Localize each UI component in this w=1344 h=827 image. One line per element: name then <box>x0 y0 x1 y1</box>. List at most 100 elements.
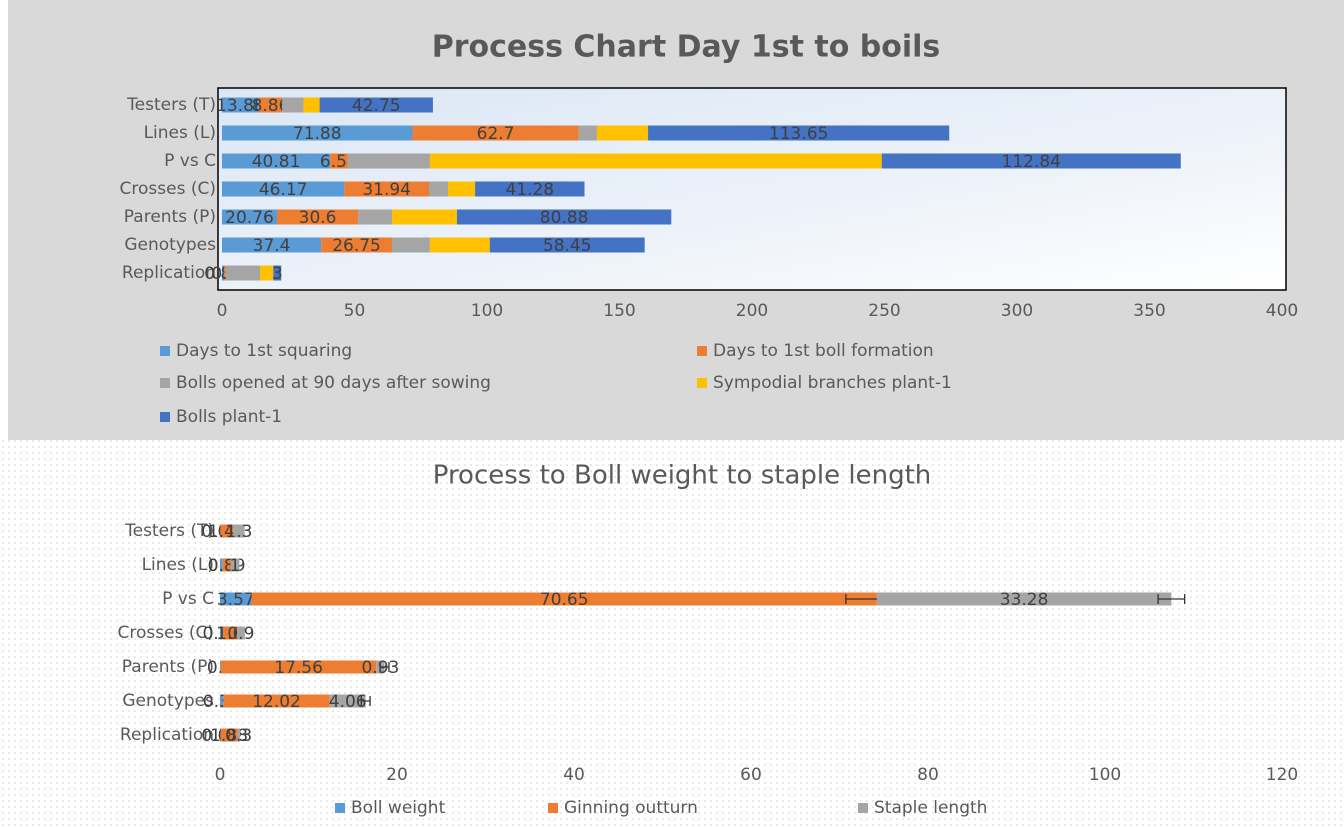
bar-segment <box>222 153 331 169</box>
bar-segment <box>648 125 950 141</box>
y-tick-label: Lines (L) <box>144 123 216 143</box>
bar-segment <box>222 97 259 113</box>
y-tick-label: Replication <box>122 263 216 283</box>
data-label: 42.75 <box>352 96 401 116</box>
bar-segment <box>222 558 231 572</box>
error-bar <box>360 696 371 706</box>
data-label: 1.6 <box>216 624 243 644</box>
bar-segment <box>358 209 393 225</box>
legend-label: Days to 1st squaring <box>176 341 352 361</box>
data-label: 13.88 <box>216 96 265 116</box>
bar-segment <box>222 209 278 225</box>
bar-segment <box>220 728 221 742</box>
data-label: 12.02 <box>252 692 301 712</box>
x-tick-label: 300 <box>1001 301 1033 321</box>
y-tick-label: Genotypes <box>124 235 216 255</box>
bar-segment <box>222 125 413 141</box>
x-tick-label: 100 <box>471 301 503 321</box>
bar-segment <box>220 592 252 606</box>
bar-segment <box>222 181 345 197</box>
bar-segment <box>220 626 223 640</box>
bar-segment <box>391 237 430 253</box>
bar-segment <box>428 181 449 197</box>
x-tick-label: 80 <box>917 765 939 785</box>
legend-label: Staple length <box>874 798 987 818</box>
legend-label: Days to 1st boll formation <box>713 341 934 361</box>
bar-segment <box>277 209 359 225</box>
x-tick-label: 0 <box>217 301 228 321</box>
bar-segment <box>225 265 261 281</box>
data-label: 113.65 <box>769 124 828 144</box>
bar-segment <box>578 125 597 141</box>
bar-segment <box>236 626 245 640</box>
x-tick-label: 200 <box>736 301 768 321</box>
bar-segment <box>222 265 225 281</box>
bar-segment <box>273 265 282 281</box>
x-tick-label: 100 <box>1089 765 1121 785</box>
data-label: 1.3 <box>225 522 252 542</box>
bar-segment <box>230 558 240 572</box>
legend-label: Boll weight <box>351 798 446 818</box>
bar-segment <box>224 265 226 281</box>
x-tick-label: 0 <box>215 765 226 785</box>
bar-segment <box>881 153 1181 169</box>
data-label: 0.3 <box>225 726 252 746</box>
data-label: 80.88 <box>540 208 589 228</box>
bar-segment <box>448 181 476 197</box>
data-label: 0.9 <box>227 624 254 644</box>
error-bar <box>379 662 390 672</box>
bar-segment <box>347 153 430 169</box>
bar-segment <box>429 153 882 169</box>
legend-label: Ginning outturn <box>564 798 698 818</box>
bar-segment <box>220 694 224 708</box>
bar-segment <box>429 237 490 253</box>
bar-segment <box>596 125 649 141</box>
bar-segment <box>260 265 274 281</box>
bar-segment <box>223 694 330 708</box>
data-label: 31.94 <box>362 180 411 200</box>
bar-segment <box>258 97 283 113</box>
data-label: 33.28 <box>1000 590 1049 610</box>
data-label: 26.75 <box>332 236 381 256</box>
bar-segment <box>220 558 223 572</box>
legend-label: Bolls plant-1 <box>176 407 282 427</box>
x-tick-label: 350 <box>1133 301 1165 321</box>
y-tick-label: Replication <box>120 725 214 745</box>
y-tick-label: Genotypes <box>122 691 214 711</box>
data-label: 3.57 <box>217 590 255 610</box>
bar-segment <box>475 181 585 197</box>
data-label: 62.7 <box>477 124 515 144</box>
data-label: 46.17 <box>259 180 308 200</box>
data-label: 4.06 <box>329 692 367 712</box>
bar-segment <box>220 728 238 742</box>
legend-swatch <box>548 803 558 813</box>
y-tick-label: Crosses (C) <box>120 179 216 199</box>
x-tick-label: 120 <box>1266 765 1298 785</box>
bar-segment <box>222 626 237 640</box>
x-tick-label: 400 <box>1266 301 1298 321</box>
data-label: 58.45 <box>543 236 592 256</box>
bar-segment <box>344 181 429 197</box>
legend-swatch <box>697 378 707 388</box>
bar-segment <box>329 694 366 708</box>
y-tick-label: Parents (P) <box>122 657 214 677</box>
data-label: 37.4 <box>253 236 291 256</box>
bar-segment <box>282 97 304 113</box>
y-tick-label: Crosses (C) <box>118 623 214 643</box>
bar-segment <box>220 524 234 538</box>
data-label: 41.28 <box>505 180 554 200</box>
x-tick-label: 40 <box>563 765 585 785</box>
bar-segment <box>319 97 433 113</box>
legend-swatch <box>160 412 170 422</box>
bar-segment <box>237 728 241 742</box>
bar-segment <box>220 660 221 674</box>
x-tick-label: 250 <box>868 301 900 321</box>
bar-segment <box>220 660 377 674</box>
y-tick-label: Parents (P) <box>124 207 216 227</box>
y-tick-label: P vs C <box>162 589 214 609</box>
bar-segment <box>222 237 322 253</box>
bar-segment <box>251 592 877 606</box>
data-label: 17.56 <box>274 658 323 678</box>
legend-swatch <box>697 346 707 356</box>
